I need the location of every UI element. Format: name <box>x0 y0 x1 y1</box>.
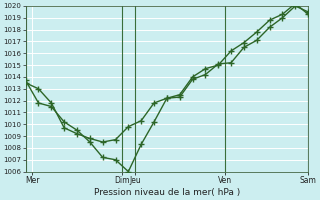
X-axis label: Pression niveau de la mer( hPa ): Pression niveau de la mer( hPa ) <box>94 188 240 197</box>
